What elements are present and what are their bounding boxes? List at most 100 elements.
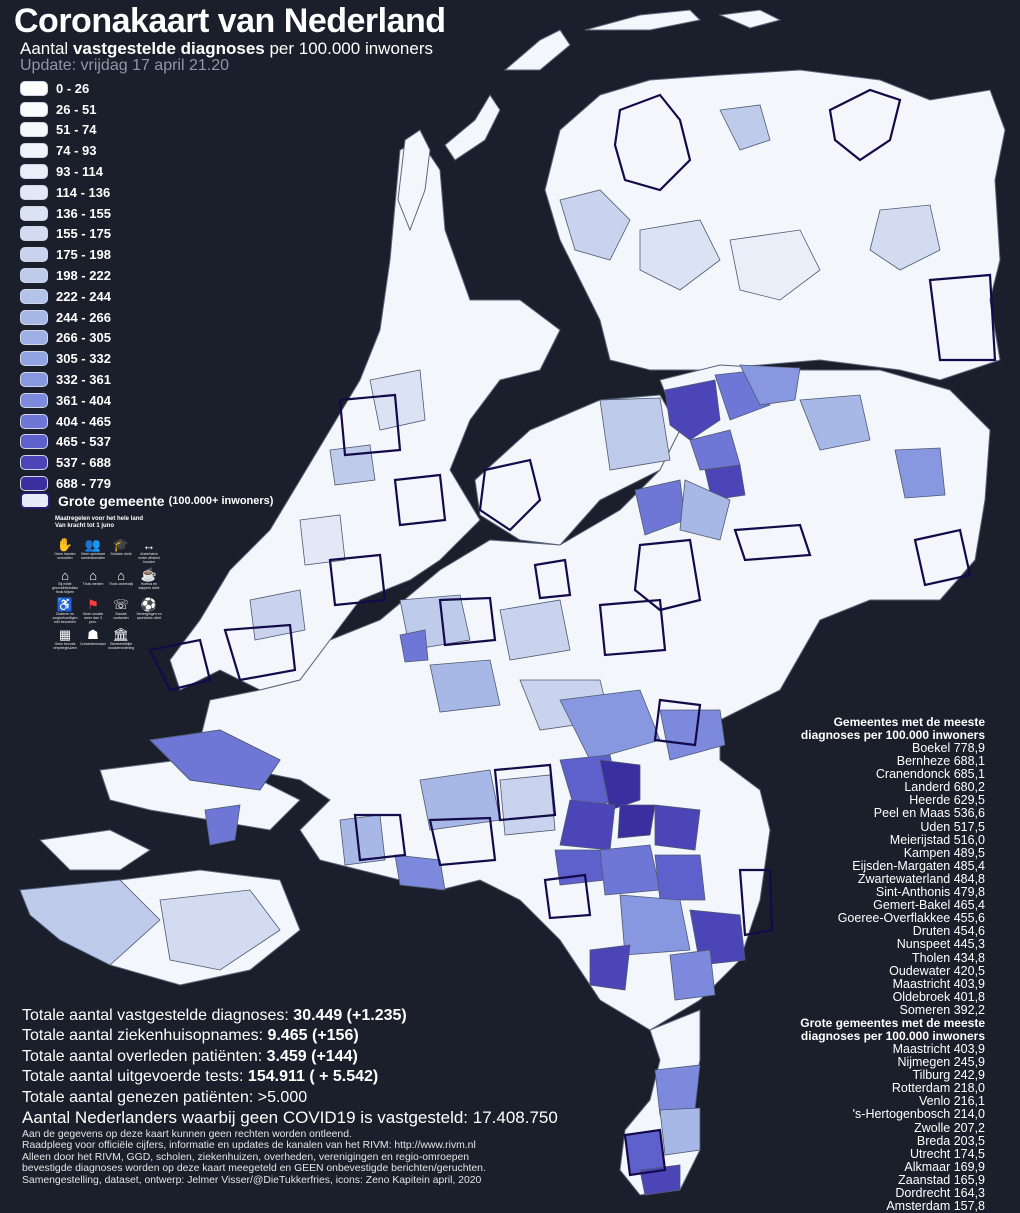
legend-swatch <box>20 476 48 492</box>
legend-swatch <box>20 143 48 159</box>
legend-class: 51 - 74 <box>20 120 300 141</box>
legend-swatch <box>20 226 48 242</box>
measure-item: ☏ Sociale contacten <box>108 597 134 624</box>
study-home-icon: ⌂ <box>117 567 125 583</box>
measure-item: 🏛Gemeentelijke noodverordeningen <box>108 627 134 654</box>
ranking-item: Amsterdam 157,8 <box>886 1199 985 1213</box>
measure-caption: Thuis onderwijs <box>108 582 134 586</box>
elderly-care-icon: ♿ <box>56 597 74 612</box>
measure-caption: Contactberoepen <box>80 642 106 646</box>
ranking-heading: Gemeentes met de meeste diagnoses per 10… <box>800 715 985 742</box>
legend-label: 222 - 244 <box>56 288 111 304</box>
legend-label: 175 - 198 <box>56 247 111 263</box>
legend-class: 26 - 51 <box>20 99 300 120</box>
ranking-item: Boekel 778,9 <box>912 741 985 755</box>
totals-panel: Totale aantal vastgestelde diagnoses: 30… <box>22 1006 558 1128</box>
legend-label: 198 - 222 <box>56 268 111 284</box>
big-municipality-note: (100.000+ inwoners) <box>168 494 274 507</box>
legend-class: 537 - 688 <box>20 452 300 473</box>
legend-label: 136 - 155 <box>56 205 111 221</box>
legend-class: 305 - 332 <box>20 348 300 369</box>
legend-class: 266 - 305 <box>20 328 300 349</box>
measure-item: ▦ Geen bezoek verpleeghuizen <box>52 627 78 654</box>
ranking-item: Eijsden-Margaten 485,4 <box>852 858 985 873</box>
measure-caption: Verenigingen en sportclubs dicht <box>136 612 162 620</box>
no-gatherings-icon: 👥 <box>84 537 102 552</box>
legend-class: 244 - 266 <box>20 307 300 328</box>
legend-label: 688 - 779 <box>56 476 111 492</box>
legend-class: 688 - 779 <box>20 473 300 494</box>
legend-class: 155 - 175 <box>20 224 300 245</box>
legend-swatch <box>20 330 48 346</box>
ranking-item: Gemert-Bakel 465,4 <box>873 898 985 913</box>
measure-caption: Horeca en kappers dicht <box>138 582 160 590</box>
measure-item: ☗ Contactberoepen <box>80 627 106 654</box>
legend-class: 332 - 361 <box>20 369 300 390</box>
disclaimer-line: Samengestelling, dataset, ontwerp: Jelme… <box>22 1174 482 1186</box>
ranking-item: Dordrecht 164,3 <box>895 1186 985 1200</box>
ranking-item: Nijmegen 245,9 <box>897 1055 985 1070</box>
legend-swatch <box>20 351 48 367</box>
ranking-item: Tholen 434,8 <box>912 950 985 965</box>
legend: 0 - 26 26 - 51 51 - 74 74 - 93 93 - 114 114 -… <box>20 78 300 494</box>
legend-label: 0 - 26 <box>56 80 90 96</box>
legend-swatch <box>20 455 48 471</box>
measure-item: ☕ Horeca en kappers dicht <box>136 567 162 594</box>
legend-class: 465 - 537 <box>20 432 300 453</box>
total-hospital: Totale aantal ziekenhuisopnames: 9.465 (… <box>22 1027 359 1045</box>
map-subtitle: Aantal vastgestelde diagnoses per 100.00… <box>20 39 433 58</box>
disclaimer-line: bevestigde diagnoses worden op deze kaar… <box>22 1163 486 1175</box>
map-title: Coronakaart van Nederland <box>14 2 446 40</box>
legend-label: 266 - 305 <box>56 330 111 346</box>
care-homes-icon: ▦ <box>58 627 72 642</box>
legend-class: 74 - 93 <box>20 140 300 161</box>
measure-item: ✋ Geen handen schudden <box>52 537 78 564</box>
measure-caption: Ouderen en zorgbehoeftigen niet bezoeken <box>52 612 78 624</box>
legend-label: 537 - 688 <box>56 455 111 471</box>
legend-swatch <box>20 101 48 117</box>
measure-caption: Thuis werken <box>82 582 104 586</box>
legend-label: 404 - 465 <box>56 413 111 429</box>
measure-caption: Gemeentelijke noodverordeningen <box>108 642 134 650</box>
ranking-item: 's-Hertogenbosch 214,0 <box>852 1107 985 1122</box>
legend-swatch <box>20 80 48 96</box>
big-municipality-swatch <box>20 492 50 509</box>
measure-item: ⌂Bij milde gezondheidsklachten thuis bli… <box>52 568 78 595</box>
legend-class: 222 - 244 <box>20 286 300 307</box>
disclaimer-line: Raadpleeg voor officiële cijfers, inform… <box>22 1140 476 1152</box>
ranking-item: Someren 392,2 <box>899 1002 985 1017</box>
distance-icon: ↔ <box>142 537 156 553</box>
ranking-item: Kampen 489,5 <box>903 845 985 860</box>
ranking-big-heading: Grote gemeentes met de meeste diagnoses … <box>800 1015 985 1043</box>
clubs-closed-icon: ⚽ <box>140 597 158 612</box>
measures-icon-grid: ✋ Geen handen schudden 👥 Geen openbare same… <box>52 537 162 654</box>
big-municipality-label: Grote gemeente <box>58 492 165 509</box>
municipality-layer <box>19 104 946 1196</box>
measure-item: ⚽ Verenigingen en sportclubs dicht <box>136 597 162 624</box>
ranking-item: Nunspeet 445,3 <box>896 937 985 952</box>
measure-caption: Geen bezoek verpleeghuizen <box>53 642 77 650</box>
legend-swatch <box>20 205 48 221</box>
measure-item: ⚑ Geen sociale meer dan 3 pers. <box>80 597 106 624</box>
measure-caption: Sociale contacten <box>113 612 129 620</box>
legend-swatch <box>20 434 48 450</box>
legend-swatch <box>20 268 48 284</box>
ranking-item: Utrecht 174,5 <box>909 1146 985 1161</box>
legend-label: 244 - 266 <box>56 309 111 325</box>
legend-class: 361 - 404 <box>20 390 300 411</box>
legend-class: 114 - 136 <box>20 182 300 203</box>
work-from-home-icon: ⌂ <box>89 567 97 583</box>
measure-item: 🎓 Scholen dicht <box>108 537 134 564</box>
ranking-item: Heerde 629,5 <box>909 793 985 808</box>
horeca-closed-icon: ☕ <box>140 567 158 582</box>
legend-label: 51 - 74 <box>56 122 97 138</box>
no-events-icon: ⚑ <box>87 597 99 612</box>
ranking-item: Sint-Anthonis 479,8 <box>875 885 985 900</box>
disclaimer: Aan de gegevens op deze kaart kunnen gee… <box>22 1129 622 1186</box>
ranking-item: Maastricht 403,9 <box>892 1041 985 1056</box>
ranking-item: Tilburg 242,9 <box>912 1068 986 1083</box>
total-recovered: Totale aantal genezen patiënten: >5.000 <box>22 1088 308 1106</box>
measure-caption: Geen openbare samenkomsten <box>80 552 106 560</box>
measure-caption: Bij milde gezondheidsklachten thuis blij… <box>52 582 78 594</box>
